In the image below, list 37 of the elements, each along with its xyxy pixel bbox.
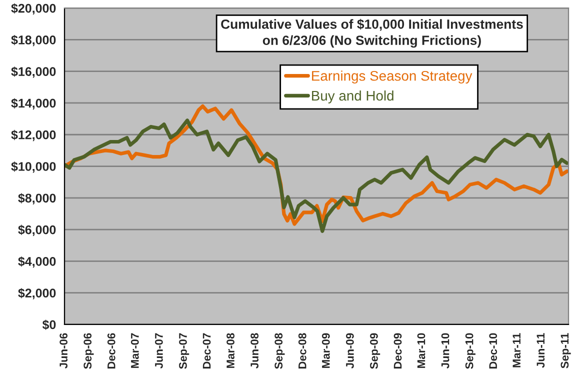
x-tick-label: Sep-09	[370, 333, 380, 369]
legend-label: Buy and Hold	[312, 90, 394, 104]
x-tick-label: Jun-06	[60, 333, 68, 368]
y-tick-label: $14,000	[11, 98, 56, 110]
y-tick-label: $8,000	[18, 193, 56, 204]
x-tick-label: Jun-10	[441, 333, 450, 368]
y-tick-label: $2,000	[18, 288, 56, 300]
x-tick-label: Sep-11	[560, 333, 571, 368]
y-tick-label: $18,000	[11, 34, 56, 46]
line-series	[64, 118, 569, 233]
x-tick-label: Mar-09	[322, 333, 330, 368]
x-tick-label: Jun-07	[154, 333, 163, 368]
x-tick-label: Dec-08	[298, 333, 306, 369]
x-tick-label: Jun-09	[346, 333, 354, 368]
legend-label: Earnings Season Strategy	[312, 70, 472, 84]
y-tick-label: $4,000	[18, 256, 56, 268]
x-tick-label: Mar-11	[512, 333, 521, 368]
x-tick-label: Mar-08	[226, 333, 234, 368]
x-tick-label: Sep-06	[84, 333, 94, 369]
y-tick-label: $0	[42, 320, 56, 330]
x-tick-label: Dec-09	[394, 333, 402, 369]
y-tick-label: $20,000	[11, 3, 56, 15]
x-tick-label: Dec-10	[489, 333, 498, 369]
y-tick-label: $16,000	[11, 66, 56, 78]
x-tick-label: Sep-10	[465, 333, 476, 369]
x-tick-label: Dec-07	[202, 333, 211, 369]
y-tick-label: $6,000	[18, 224, 56, 236]
x-tick-label: Jun-08	[250, 333, 258, 368]
x-tick-label: Mar-10	[417, 333, 426, 368]
x-tick-label: Sep-07	[179, 333, 190, 369]
y-tick-label: $12,000	[11, 130, 56, 142]
x-tick-label: Jun-11	[536, 333, 545, 368]
y-tick-label: $10,000	[11, 162, 56, 173]
text: Cumulative Values of $10,000 Initial Investments on 6/23/06 (No Switching Frictions)	[221, 18, 523, 48]
x-tick-label: Dec-06	[107, 333, 116, 369]
x-tick-label: Mar-07	[130, 333, 139, 368]
x-tick-label: Sep-08	[274, 333, 285, 369]
